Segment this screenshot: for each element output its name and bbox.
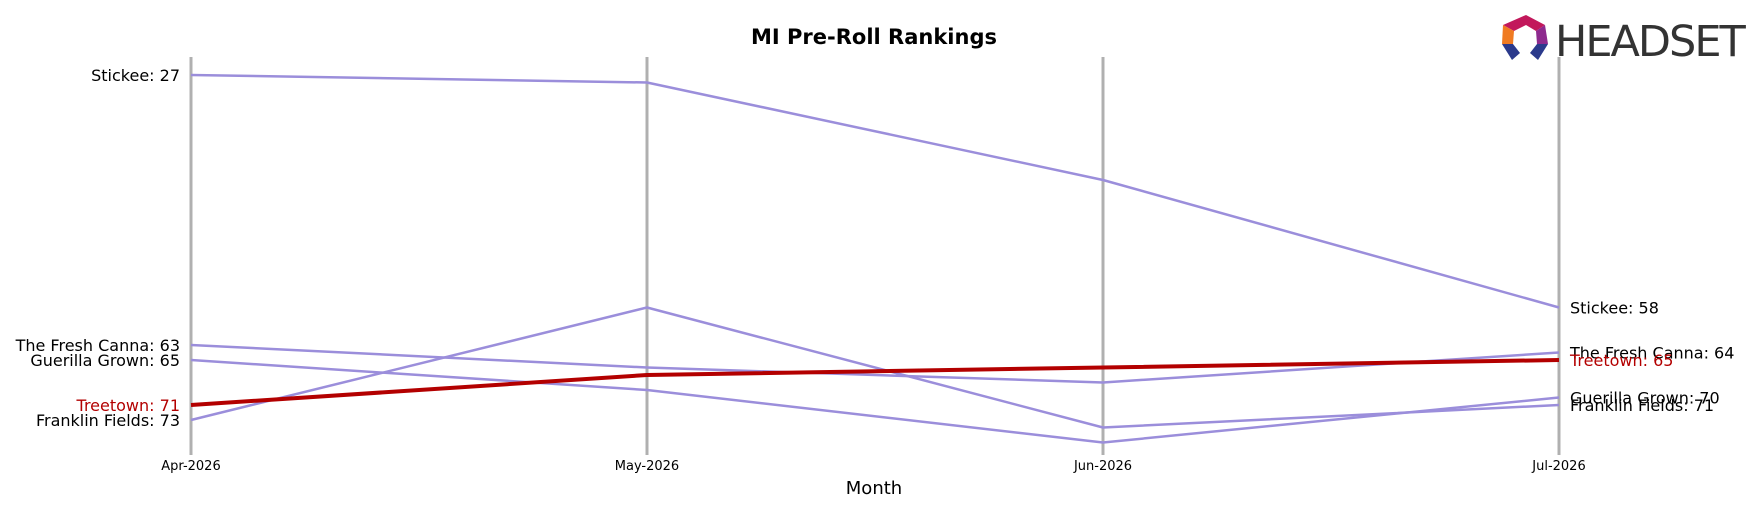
series-labels: Stickee: 27 Stickee: 58 The Fresh Canna: 6…: [15, 66, 1735, 430]
start-label-the-fresh-canna: The Fresh Canna: 63: [15, 336, 180, 355]
x-tick-jul-2026: Jul-2026: [1531, 459, 1585, 474]
series-line-the-fresh-canna: [190, 343, 1560, 384]
month-gridlines: [189, 57, 1561, 455]
series-lines: [190, 73, 1560, 444]
end-label-stickee: Stickee: 58: [1570, 299, 1659, 318]
x-tick-apr-2026: Apr-2026: [161, 459, 220, 474]
start-label-franklin-fields: Franklin Fields: 73: [36, 411, 180, 430]
x-tick-labels: Apr-2026 May-2026 Jun-2026 Jul-2026: [161, 459, 1585, 474]
series-line-stickee: [190, 73, 1560, 309]
chart-title: MI Pre-Roll Rankings: [751, 25, 997, 49]
end-label-guerilla-grown: Guerilla Grown: 70: [1570, 389, 1720, 408]
start-label-guerilla-grown: Guerilla Grown: 65: [30, 351, 180, 370]
series-line-guerilla-grown: [190, 358, 1560, 444]
end-label-treetown: Treetown: 65: [1569, 351, 1673, 370]
x-axis-label: Month: [846, 478, 902, 499]
end-label-franklin-fields: Franklin Fields: 71: [1570, 396, 1714, 415]
start-label-treetown: Treetown: 71: [76, 396, 180, 415]
start-label-stickee: Stickee: 27: [91, 66, 180, 85]
headset-logo: HEADSET: [1502, 15, 1748, 67]
x-tick-may-2026: May-2026: [615, 459, 679, 474]
x-tick-jun-2026: Jun-2026: [1073, 459, 1132, 474]
headset-logo-icon: [1502, 15, 1548, 60]
end-label-the-fresh-canna: The Fresh Canna: 64: [1569, 344, 1734, 363]
series-line-treetown: [190, 358, 1560, 407]
headset-logo-text: HEADSET: [1555, 17, 1746, 67]
series-line-franklin-fields: [190, 306, 1560, 429]
